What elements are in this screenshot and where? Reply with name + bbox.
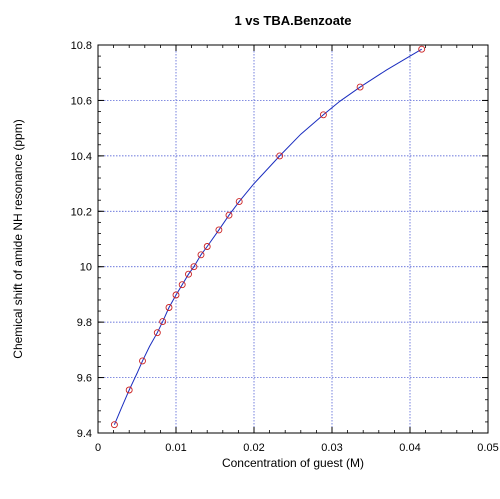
fit-line-group <box>113 48 422 425</box>
x-tick-label: 0.04 <box>399 442 420 454</box>
grid <box>97 44 489 434</box>
x-axis-ticks: 0 0.01 0.02 0.03 0.04 0.05 <box>95 45 499 454</box>
plot-frame <box>97 44 489 434</box>
y-tick-label: 10 <box>80 262 92 274</box>
x-axis-label: Concentration of guest (M) <box>222 456 364 470</box>
data-point <box>153 329 161 337</box>
y-axis-label: Chemical shift of amide NH resonance (pp… <box>11 119 25 358</box>
data-point <box>356 83 364 91</box>
y-tick-label: 9.6 <box>77 373 92 385</box>
data-point <box>197 251 205 259</box>
chart-title: 1 vs TBA.Benzoate <box>234 13 351 28</box>
y-tick-label: 9.4 <box>77 428 92 440</box>
x-tick-label: 0.05 <box>477 442 498 454</box>
y-tick-label: 9.8 <box>77 317 92 329</box>
x-tick-label: 0.01 <box>165 442 186 454</box>
x-tick-label: 0.02 <box>243 442 264 454</box>
data-point <box>110 421 118 429</box>
data-point <box>203 243 211 250</box>
data-point <box>125 386 133 394</box>
fit-line <box>113 48 422 425</box>
y-tick-label: 10.4 <box>71 151 92 163</box>
y-axis-ticks: 9.4 9.6 9.8 10 10.2 10.4 10.6 10.8 <box>71 40 488 440</box>
data-point <box>159 318 167 326</box>
y-tick-label: 10.6 <box>71 95 92 107</box>
x-tick-label: 0 <box>95 442 101 454</box>
data-point <box>225 211 233 219</box>
data-point <box>190 263 198 271</box>
data-point <box>319 111 327 119</box>
data-point <box>185 270 192 278</box>
data-point <box>172 291 180 299</box>
y-tick-label: 10.8 <box>71 40 92 52</box>
y-tick-label: 10.2 <box>71 206 92 218</box>
data-point <box>418 45 426 53</box>
data-point <box>215 226 223 234</box>
data-point <box>235 198 243 206</box>
data-point <box>165 304 173 311</box>
data-point <box>276 152 284 160</box>
data-point <box>178 281 186 289</box>
data-point <box>139 357 146 365</box>
x-tick-label: 0.03 <box>321 442 342 454</box>
data-points <box>110 45 426 429</box>
